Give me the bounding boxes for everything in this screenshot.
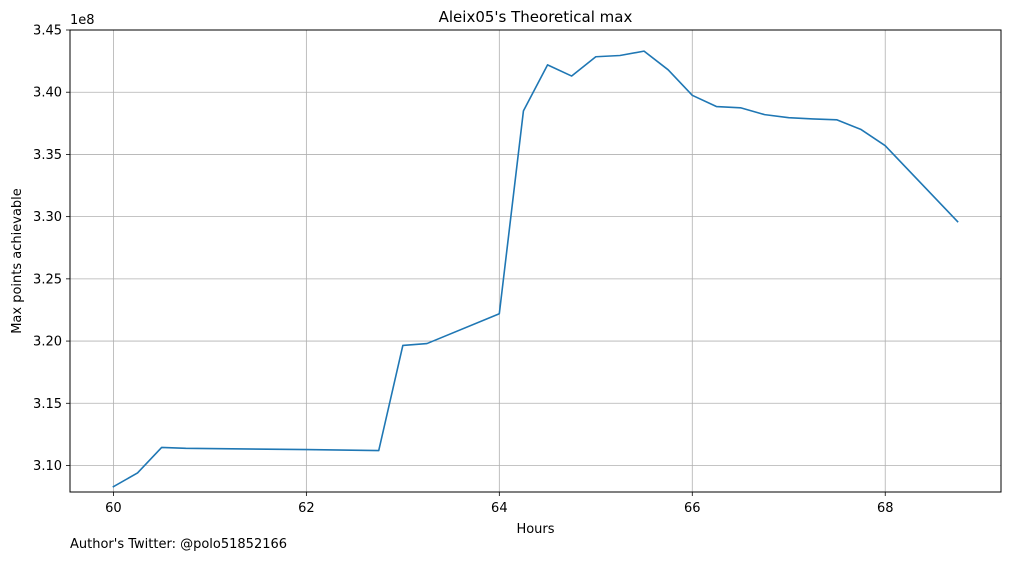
y-tick-label: 3.15 — [33, 397, 62, 412]
author-note: Author's Twitter: @polo51852166 — [70, 537, 287, 552]
x-tick-label: 62 — [298, 501, 315, 516]
y-tick-label: 3.35 — [33, 148, 62, 163]
grid — [70, 30, 1001, 492]
y-tick-label: 3.30 — [33, 210, 62, 225]
x-tick-label: 66 — [684, 501, 701, 516]
tick-layer: 60 62 64 66 68 3.10 3.15 3.20 3.25 3.30 3.35 3.40 3.… — [33, 24, 893, 517]
x-tick-label: 60 — [105, 501, 122, 516]
x-axis-title: Hours — [516, 522, 554, 537]
y-tick-label: 3.45 — [33, 24, 62, 39]
plot-frame — [70, 30, 1001, 492]
series-line — [113, 51, 957, 487]
y-tick-label: 3.25 — [33, 272, 62, 287]
x-tick-label: 64 — [491, 501, 508, 516]
series-layer — [113, 51, 957, 487]
x-tick-label: 68 — [877, 501, 894, 516]
y-tick-label: 3.10 — [33, 459, 62, 474]
y-axis-title: Max points achievable — [10, 188, 25, 334]
chart-title: Aleix05's Theoretical max — [439, 8, 633, 26]
y-axis-offset-label: 1e8 — [70, 13, 95, 28]
y-tick-label: 3.20 — [33, 335, 62, 350]
y-tick-label: 3.40 — [33, 86, 62, 101]
